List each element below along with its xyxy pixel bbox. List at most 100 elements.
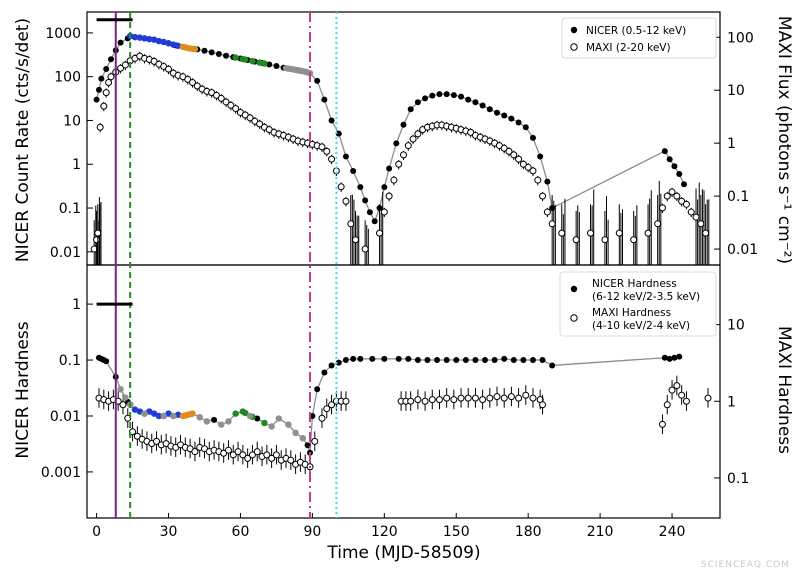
left-tick-label: 10: [63, 113, 81, 129]
nicer-colored-point: [155, 412, 163, 420]
maxi-point: [443, 394, 451, 402]
maxi-point: [407, 397, 415, 405]
nicer-colored-point: [246, 412, 254, 420]
maxi-point: [102, 89, 110, 97]
bottom-data-marks: [95, 353, 712, 477]
maxi-point: [682, 397, 690, 405]
nicer-point: [407, 106, 414, 113]
nicer-point: [273, 63, 280, 70]
maxi-point: [318, 143, 326, 151]
maxi-point: [256, 120, 264, 128]
maxi-point: [268, 454, 276, 462]
maxi-point: [515, 155, 523, 163]
nicer-colored-point: [170, 41, 177, 48]
maxi-point: [234, 448, 242, 456]
x-tick-label: 0: [92, 524, 101, 540]
maxi-point: [352, 236, 360, 244]
maxi-point: [682, 200, 690, 208]
left-tick-label: 0.01: [50, 245, 81, 261]
nicer-colored-point: [232, 410, 239, 417]
maxi-point: [119, 401, 127, 409]
nicer-point: [522, 124, 529, 131]
bottom-right-ylabel: MAXI Hardness: [774, 326, 794, 454]
maxi-point: [220, 449, 228, 457]
right-tick-label: 0.01: [727, 242, 758, 258]
nicer-point: [501, 112, 508, 119]
maxi-point: [117, 64, 125, 72]
maxi-point: [658, 420, 666, 428]
right-tick-label: 10: [727, 83, 745, 99]
nicer-colored-point: [131, 33, 139, 41]
maxi-point: [239, 451, 247, 459]
maxi-point: [678, 197, 686, 205]
top-ticks: 0.01 0.1 1 10 100 1000 0.01 0.1 1 10 100: [45, 26, 758, 261]
nicer-point: [223, 52, 230, 59]
maxi-point: [505, 147, 513, 155]
bottom-panel: 0.001 0.01 0.1 1 0.1 1 10 0 30 60 90 120 150 180 210 24…: [13, 264, 794, 563]
nicer-point: [314, 386, 321, 393]
left-tick-label: 1: [72, 297, 81, 313]
nicer-colored-point: [242, 409, 249, 417]
maxi-point: [342, 397, 350, 405]
maxi-point: [400, 151, 407, 159]
maxi-point: [323, 405, 331, 413]
maxi-point: [687, 208, 695, 216]
bottom-left-ylabel: NICER Hardness: [13, 321, 33, 458]
maxi-point: [529, 167, 537, 175]
maxi-point: [601, 236, 609, 244]
nicer-colored-point: [174, 42, 182, 50]
maxi-point: [450, 396, 458, 404]
nicer-point: [424, 357, 431, 364]
nicer-point: [93, 96, 100, 103]
nicer-point: [381, 184, 388, 191]
x-tick-label: 30: [160, 524, 178, 540]
maxi-point: [658, 204, 666, 212]
nicer-point: [98, 75, 105, 82]
nicer-point: [508, 115, 515, 122]
bottom-legend-maxi-marker: [570, 314, 578, 322]
maxi-point: [515, 394, 523, 402]
nicer-point: [491, 357, 498, 364]
nicer-point: [350, 168, 357, 175]
maxi-point: [107, 73, 115, 81]
maxi-point: [510, 151, 518, 159]
maxi-point: [165, 65, 173, 73]
top-legend-frame: [561, 17, 717, 59]
nicer-colored-point: [191, 45, 199, 53]
nicer-point: [400, 121, 407, 128]
maxi-point: [421, 397, 429, 405]
maxi-point: [702, 229, 710, 237]
nicer-point: [436, 91, 443, 98]
right-tick-label: 10: [727, 318, 745, 334]
nicer-point: [386, 165, 393, 172]
bottom-legend-nicer-sub: (6-12 keV/2-3.5 keV): [592, 291, 700, 303]
maxi-point: [395, 160, 403, 168]
maxi-point: [328, 155, 336, 163]
maxi-point: [435, 396, 443, 404]
top-right-ylabel: MAXI Flux (photons s⁻¹ cm⁻²): [774, 16, 794, 264]
nicer-point: [371, 218, 378, 225]
maxi-point: [246, 114, 254, 122]
top-panel: 0.01 0.1 1 10 100 1000 0.01 0.1 1 10 100 NICER (0.…: [13, 11, 794, 266]
maxi-point: [668, 188, 676, 196]
nicer-colored-point: [136, 34, 143, 41]
maxi-point: [668, 386, 676, 394]
nicer-point: [537, 153, 544, 160]
maxi-point: [361, 245, 369, 253]
nicer-point: [458, 93, 465, 100]
bottom-legend-nicer-label: NICER Hardness: [592, 278, 677, 290]
left-tick-label: 1: [72, 157, 81, 173]
nicer-colored-point: [261, 419, 268, 427]
nicer-point: [103, 358, 110, 365]
maxi-point: [229, 451, 237, 459]
nicer-colored-point: [285, 421, 292, 428]
maxi-point: [663, 401, 671, 409]
nicer-colored-point: [136, 408, 143, 415]
x-tick-label: 150: [443, 524, 470, 540]
nicer-point: [479, 102, 486, 109]
nicer-point: [482, 357, 489, 364]
maxi-point: [467, 128, 475, 136]
maxi-point: [519, 160, 527, 168]
nicer-colored-point: [189, 410, 196, 417]
maxi-point: [385, 192, 393, 200]
